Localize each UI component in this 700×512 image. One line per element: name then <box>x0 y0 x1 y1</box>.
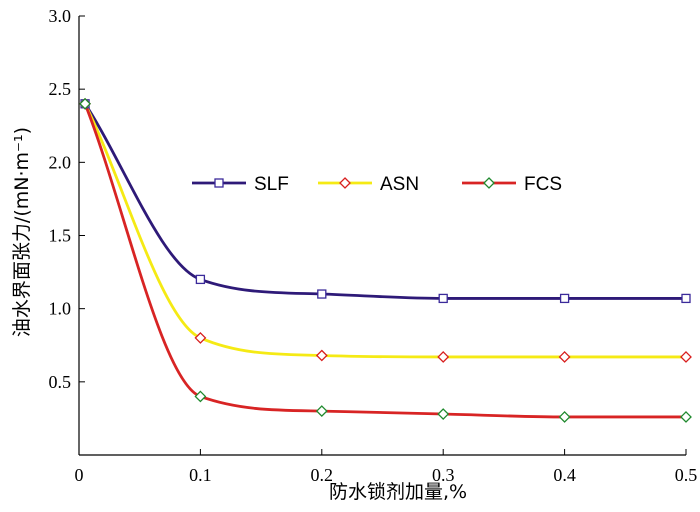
data-point-fcs <box>194 390 207 403</box>
data-point-asn <box>315 349 328 362</box>
legend-marker-fcs <box>483 177 495 189</box>
series-markers <box>79 97 692 423</box>
series-lines <box>83 103 686 419</box>
y-tick-label: 0.5 <box>49 372 72 392</box>
axes: 0.5 1.0 1.5 2.0 2.5 3.0 0 0.1 0.2 0.3 0.4 0.5 <box>49 6 698 485</box>
data-point-slf <box>317 289 327 299</box>
x-tick-label: 0.5 <box>675 465 698 485</box>
data-point-fcs <box>315 405 328 418</box>
data-point-fcs <box>680 411 692 423</box>
data-point-slf <box>681 293 691 304</box>
x-tick-label: 0.3 <box>432 465 455 485</box>
data-point-asn <box>558 351 571 363</box>
data-point-fcs <box>79 97 91 110</box>
legend: SLF ASN FCS <box>192 174 562 195</box>
series-line-slf <box>83 103 686 300</box>
y-tick-label: 2.5 <box>49 79 72 99</box>
data-point-slf <box>438 293 448 304</box>
series-line-asn <box>83 103 686 359</box>
data-point-asn <box>680 351 692 363</box>
x-tick-label: 0 <box>75 465 84 485</box>
y-axis-title: 油水界面张力/(mN·m⁻¹) <box>11 127 33 337</box>
data-point-slf <box>195 274 206 285</box>
data-point-asn <box>194 332 207 344</box>
legend-marker-asn <box>339 177 351 189</box>
legend-marker-slf <box>214 178 224 188</box>
legend-label-fcs: FCS <box>524 174 562 195</box>
x-tick-label: 0.1 <box>189 465 212 485</box>
data-point-fcs <box>437 408 450 420</box>
y-tick-label: 2.0 <box>49 152 72 172</box>
legend-label-slf: SLF <box>254 174 289 195</box>
x-tick-label: 0.2 <box>311 465 334 485</box>
data-point-fcs <box>558 411 571 423</box>
x-axis-title: 防水锁剂加量,% <box>329 481 467 503</box>
x-tick-label: 0.4 <box>553 465 576 485</box>
y-tick-label: 3.0 <box>49 6 72 26</box>
data-point-slf <box>559 293 570 304</box>
y-tick-label: 1.5 <box>49 226 72 246</box>
data-point-asn <box>437 351 450 363</box>
y-tick-label: 1.0 <box>49 299 72 319</box>
legend-label-asn: ASN <box>380 174 419 195</box>
